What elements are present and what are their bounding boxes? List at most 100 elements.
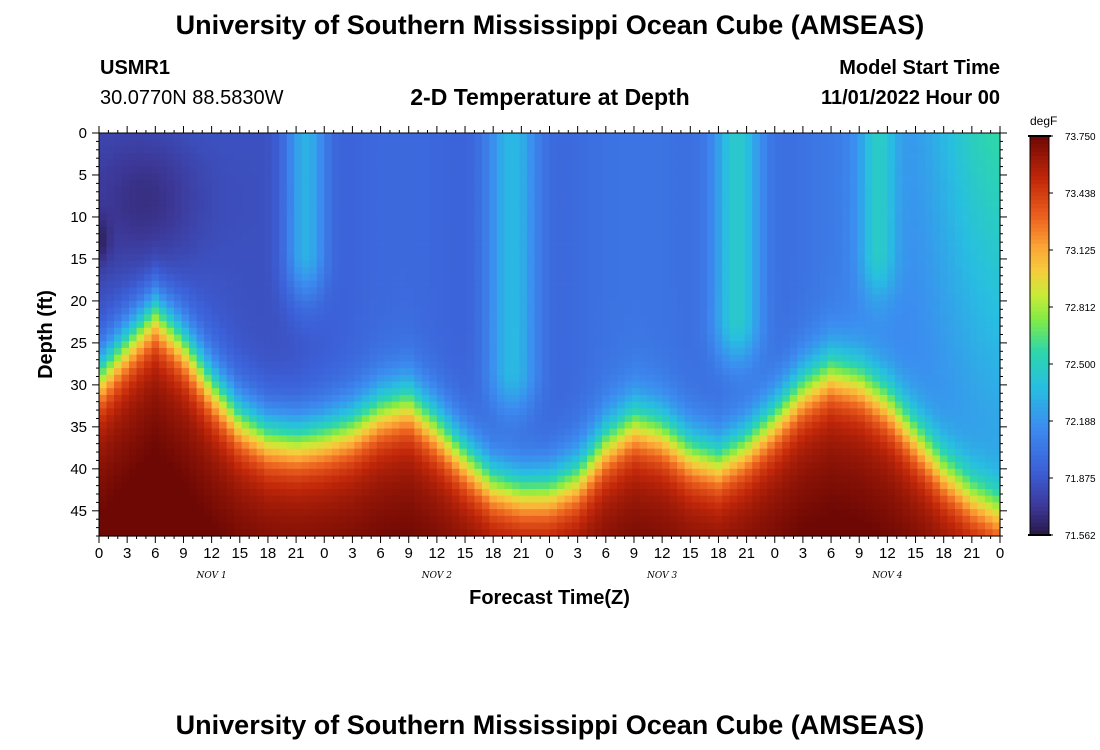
- heatmap-cell: [196, 267, 205, 275]
- heatmap-cell: [144, 488, 153, 497]
- heatmap-cell: [354, 441, 363, 450]
- heatmap-cell: [369, 240, 378, 248]
- heatmap-cell: [684, 153, 693, 161]
- heatmap-cell: [99, 321, 108, 329]
- heatmap-cell: [624, 327, 633, 336]
- heatmap-cell: [504, 139, 513, 148]
- heatmap-cell: [624, 509, 633, 517]
- heatmap-cell: [564, 260, 573, 268]
- heatmap-cell: [549, 240, 558, 248]
- heatmap-cell: [219, 233, 228, 242]
- heatmap-cell: [166, 280, 175, 289]
- heatmap-cell: [684, 294, 693, 302]
- heatmap-cell: [647, 146, 656, 154]
- heatmap-cell: [391, 274, 400, 282]
- heatmap-cell: [519, 495, 528, 504]
- heatmap-cell: [226, 321, 235, 329]
- heatmap-cell: [331, 408, 340, 416]
- heatmap-cell: [541, 495, 551, 504]
- heatmap-cell: [572, 428, 581, 436]
- heatmap-cell: [249, 227, 258, 235]
- heatmap-cell: [429, 441, 438, 450]
- heatmap-cell: [617, 274, 626, 282]
- heatmap-cell: [256, 166, 265, 174]
- heatmap-cell: [294, 334, 303, 342]
- heatmap-cell: [279, 401, 288, 409]
- heatmap-cell: [714, 495, 723, 504]
- heatmap-cell: [557, 159, 566, 168]
- heatmap-cell: [684, 267, 693, 275]
- heatmap-cell: [316, 468, 325, 477]
- heatmap-cell: [99, 307, 108, 315]
- heatmap-cell: [114, 260, 123, 268]
- heatmap-cell: [106, 334, 115, 342]
- heatmap-cell: [316, 153, 325, 161]
- heatmap-cell: [557, 294, 566, 302]
- heatmap-cell: [211, 388, 220, 396]
- heatmap-cell: [632, 462, 641, 470]
- heatmap-cell: [504, 247, 513, 255]
- heatmap-cell: [369, 287, 378, 295]
- heatmap-cell: [572, 441, 581, 450]
- heatmap-cell: [677, 206, 686, 215]
- heatmap-cell: [481, 462, 491, 470]
- heatmap-cell: [526, 347, 536, 356]
- heatmap-cell: [331, 133, 340, 141]
- heatmap-cell: [256, 294, 265, 302]
- heatmap-cell: [384, 441, 393, 450]
- heatmap-cell: [376, 146, 385, 154]
- heatmap-cell: [181, 253, 190, 262]
- heatmap-cell: [189, 408, 198, 416]
- heatmap-cell: [256, 267, 265, 275]
- heatmap-cell: [384, 401, 393, 409]
- heatmap-cell: [99, 146, 108, 154]
- heatmap-cell: [226, 495, 235, 504]
- heatmap-cell: [534, 159, 543, 168]
- heatmap-cell: [324, 206, 333, 215]
- heatmap-cell: [519, 227, 528, 235]
- heatmap-cell: [451, 200, 460, 208]
- heatmap-cell: [106, 421, 115, 430]
- heatmap-cell: [121, 435, 130, 443]
- heatmap-cell: [354, 495, 363, 504]
- heatmap-cell: [361, 206, 370, 215]
- heatmap-cell: [211, 287, 220, 295]
- heatmap-cell: [714, 153, 723, 161]
- heatmap-cell: [399, 153, 408, 161]
- heatmap-cell: [339, 220, 348, 228]
- heatmap-cell: [414, 455, 423, 463]
- heatmap-cell: [151, 455, 160, 463]
- heatmap-cell: [677, 139, 686, 148]
- heatmap-cell: [436, 227, 445, 235]
- heatmap-cell: [121, 482, 130, 490]
- heatmap-cell: [519, 213, 528, 221]
- heatmap-cell: [189, 153, 198, 161]
- heatmap-cell: [587, 408, 596, 416]
- heatmap-cell: [354, 455, 363, 463]
- heatmap-cell: [159, 267, 168, 275]
- heatmap-cell: [361, 300, 370, 309]
- heatmap-cell: [114, 408, 123, 416]
- heatmap-cell: [256, 441, 265, 450]
- heatmap-cell: [114, 495, 123, 504]
- heatmap-cell: [549, 166, 558, 174]
- heatmap-cell: [557, 146, 566, 154]
- heatmap-cell: [264, 515, 273, 524]
- heatmap-cell: [549, 435, 558, 443]
- heatmap-cell: [632, 274, 641, 282]
- heatmap-cell: [196, 307, 205, 315]
- heatmap-cell: [309, 267, 318, 275]
- heatmap-cell: [444, 482, 453, 490]
- heatmap-cell: [189, 381, 198, 389]
- heatmap-cell: [309, 462, 318, 470]
- heatmap-cell: [632, 139, 641, 148]
- heatmap-cell: [234, 159, 243, 168]
- heatmap-cell: [564, 159, 573, 168]
- heatmap-cell: [136, 408, 145, 416]
- heatmap-cell: [617, 488, 626, 497]
- heatmap-cell: [136, 441, 145, 450]
- heatmap-cell: [106, 515, 115, 524]
- heatmap-cell: [106, 227, 115, 235]
- heatmap-cell: [354, 227, 363, 235]
- heatmap-cell: [189, 327, 198, 336]
